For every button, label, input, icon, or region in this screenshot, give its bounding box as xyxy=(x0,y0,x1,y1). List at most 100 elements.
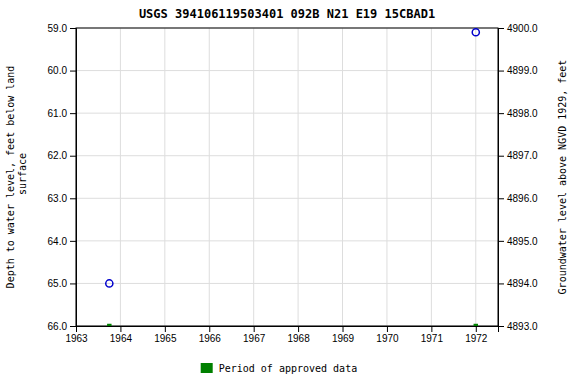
tick-label: 4899.0 xyxy=(507,65,538,76)
tick-mark xyxy=(498,198,504,199)
tick: 4893.0 xyxy=(498,321,538,332)
tick-mark xyxy=(120,326,121,332)
tick: 60.0 xyxy=(48,65,76,76)
point xyxy=(472,29,479,36)
tick-mark xyxy=(70,326,76,327)
tick-mark xyxy=(498,283,504,284)
y-axis: 59.0 60.0 61.0 62.0 63.0 64.0 65.0 66.0 xyxy=(48,23,77,332)
tick: 1966 xyxy=(199,326,222,344)
tick-label: 62.0 xyxy=(48,150,68,161)
grid-line-x xyxy=(120,28,121,326)
grid-line-x xyxy=(298,28,299,326)
tick-label: 1963 xyxy=(65,333,88,344)
y2-axis: 4900.0 4899.0 4898.0 4897.0 4896.0 4895.0 4894… xyxy=(498,23,538,332)
tick-label: 1972 xyxy=(465,333,488,344)
tick-label: 4895.0 xyxy=(507,236,538,247)
grid xyxy=(76,28,498,326)
tick-label: 1967 xyxy=(243,333,266,344)
tick-label: 1966 xyxy=(199,333,222,344)
series xyxy=(106,29,480,287)
tick: 4896.0 xyxy=(498,193,538,204)
tick-mark xyxy=(70,156,76,157)
tick: 63.0 xyxy=(48,193,76,204)
tick: 66.0 xyxy=(48,321,76,332)
tick: 62.0 xyxy=(48,150,76,161)
grid-line-x xyxy=(386,28,387,326)
tick-label: 59.0 xyxy=(48,23,68,34)
tick: 1970 xyxy=(376,326,399,344)
tick-label: 65.0 xyxy=(48,278,68,289)
tick-mark xyxy=(70,113,76,114)
tick: 4898.0 xyxy=(498,108,538,119)
point xyxy=(106,280,113,287)
tick: 65.0 xyxy=(48,278,76,289)
legend-label: Period of approved data xyxy=(219,363,357,374)
tick-label: 4894.0 xyxy=(507,278,538,289)
axis-line xyxy=(77,327,499,333)
tick-mark xyxy=(498,241,504,242)
series xyxy=(107,324,478,326)
grid-line-y xyxy=(76,113,498,114)
tick-mark xyxy=(254,326,255,332)
tick-label: 4900.0 xyxy=(507,23,538,34)
plot-frame xyxy=(76,28,498,326)
marks xyxy=(106,29,480,326)
grid-line-x xyxy=(253,28,254,326)
tick-label: 1971 xyxy=(421,333,444,344)
x-axis: 1963 1964 1965 1966 1967 1968 1969 1970 1971 1972 xyxy=(65,326,498,344)
tick: 4900.0 xyxy=(498,23,538,34)
tick: 64.0 xyxy=(48,236,76,247)
tick-label: 1969 xyxy=(332,333,355,344)
tick-mark xyxy=(387,326,388,332)
y2-axis-label: Groundwater level above NGVD 1929, feet xyxy=(557,60,568,295)
tick: 61.0 xyxy=(48,108,76,119)
tick-label: 4897.0 xyxy=(507,150,538,161)
legend: Period of approved data xyxy=(201,363,357,374)
y-axis-label: Depth to water level, feet below land su… xyxy=(5,66,28,289)
plot-area: 1963 1964 1965 1966 1967 1968 1969 1970 1971 1972… xyxy=(48,23,538,344)
axis-line xyxy=(499,29,505,327)
tick: 1967 xyxy=(243,326,266,344)
square-marker xyxy=(474,324,478,326)
tick: 4895.0 xyxy=(498,236,538,247)
tick-label: 1965 xyxy=(154,333,177,344)
tick-label: 1964 xyxy=(110,333,133,344)
tick-mark xyxy=(498,28,504,29)
tick-label: 4893.0 xyxy=(507,321,538,332)
tick-mark xyxy=(498,113,504,114)
tick-mark xyxy=(70,283,76,284)
tick-mark xyxy=(209,326,210,332)
tick-mark xyxy=(298,326,299,332)
tick-label: 1968 xyxy=(287,333,310,344)
tick-label: 66.0 xyxy=(48,321,68,332)
grid-line-y xyxy=(76,155,498,156)
grid-line-x xyxy=(209,28,210,326)
tick: 1968 xyxy=(287,326,310,344)
square-marker xyxy=(107,324,111,326)
tick-mark xyxy=(498,71,504,72)
legend-item: Period of approved data xyxy=(201,363,357,374)
tick-mark xyxy=(70,198,76,199)
grid-line-x xyxy=(475,28,476,326)
grid-line-x xyxy=(342,28,343,326)
tick-mark xyxy=(431,326,432,332)
tick: 59.0 xyxy=(48,23,76,34)
tick: 1963 xyxy=(65,326,88,344)
grid-line-y xyxy=(76,198,498,199)
chart: 1963 1964 1965 1966 1967 1968 1969 1970 1971 1972… xyxy=(0,0,576,384)
tick-mark xyxy=(343,326,344,332)
tick-mark xyxy=(70,241,76,242)
tick-label: 61.0 xyxy=(48,108,68,119)
tick-label: 4898.0 xyxy=(507,108,538,119)
tick-label: 60.0 xyxy=(48,65,68,76)
grid-line-x xyxy=(431,28,432,326)
tick-mark xyxy=(70,71,76,72)
tick: 1965 xyxy=(154,326,177,344)
tick-mark xyxy=(476,326,477,332)
tick: 4899.0 xyxy=(498,65,538,76)
tick: 1969 xyxy=(332,326,355,344)
tick: 1971 xyxy=(421,326,444,344)
title: USGS 394106119503401 092B N21 E19 15CBAD… xyxy=(139,7,435,21)
axis-line xyxy=(70,29,77,327)
grid-line-y xyxy=(76,70,498,71)
